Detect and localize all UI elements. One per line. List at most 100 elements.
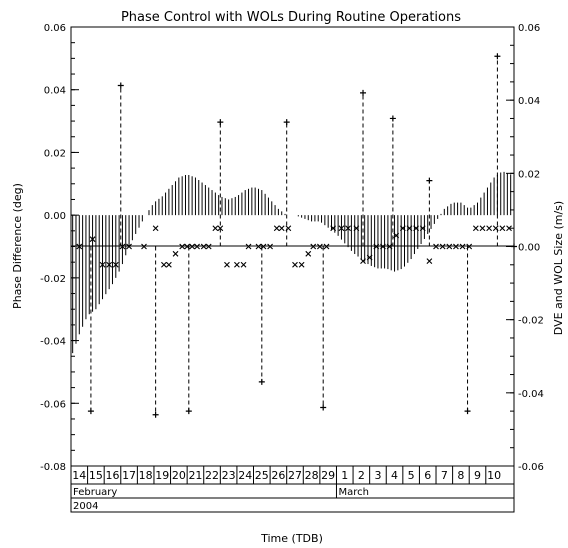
y-tick-label-left: 0.04 [44, 86, 66, 97]
dve-point [166, 261, 172, 268]
day-label: 10 [487, 469, 501, 482]
x-axis-label: Time (TDB) [260, 532, 323, 545]
dve-point [152, 225, 159, 232]
wol-point [389, 115, 396, 122]
dve-point [426, 258, 433, 265]
y-ticks-right: 0.06 0.04 0.02 0.00 -0.02 -0.04 -0.06 [506, 23, 544, 473]
dve-point [106, 261, 113, 268]
dve-point [89, 236, 96, 243]
y-tick-label-right: 0.02 [518, 169, 540, 180]
time-axis: 14 15 16 17 18 19 20 21 22 23 24 25 26 27 28 29 1 2 3 4 5 6 7 8… [70, 465, 515, 513]
year-label: 2004 [73, 501, 98, 512]
dve-point [224, 261, 230, 268]
wol-point [494, 53, 501, 60]
y-tick-label-right: 0.04 [518, 96, 540, 107]
day-label: 3 [374, 469, 381, 482]
month-row [70, 483, 515, 499]
dve-point [212, 225, 219, 232]
dve-point [406, 225, 413, 232]
dve-point [353, 225, 360, 232]
wol-point [87, 408, 94, 415]
wol-point [283, 119, 290, 126]
dve-point [112, 261, 119, 268]
wol-point [320, 404, 327, 411]
dve-point [330, 225, 337, 232]
wol-dashed-lines [90, 56, 498, 415]
y-tick-label-right: 0.06 [518, 23, 540, 34]
day-label: 18 [139, 469, 153, 482]
day-label: 16 [105, 469, 119, 482]
month-cells: February March [73, 484, 369, 498]
dve-point [292, 261, 298, 268]
day-label: 20 [172, 469, 186, 482]
dve-point [393, 232, 400, 239]
month-label: March [338, 487, 368, 498]
day-label: 22 [205, 469, 219, 482]
dve-point [479, 225, 486, 232]
wol-point [360, 89, 367, 96]
day-label: 2 [358, 469, 365, 482]
dve-point [360, 258, 366, 265]
day-label: 19 [155, 469, 169, 482]
day-label: 15 [89, 469, 103, 482]
wol-point [217, 119, 224, 126]
y-tick-label-left: -0.08 [40, 462, 66, 473]
day-label: 9 [474, 469, 481, 482]
day-cells: 14 15 16 17 18 19 20 21 22 23 24 25 26 27 28 29 1 2 3 4 5 6 7 8… [72, 466, 501, 484]
dve-point [338, 225, 345, 232]
dve-point [472, 225, 479, 232]
day-label: 29 [321, 469, 335, 482]
day-label: 28 [305, 469, 319, 482]
dve-point [366, 254, 373, 261]
dve-point [234, 261, 240, 268]
day-label: 7 [441, 469, 448, 482]
dve-point [161, 261, 167, 268]
y-tick-label-right: -0.04 [518, 389, 544, 400]
dve-point [285, 225, 292, 232]
y-tick-label-left: -0.06 [40, 399, 66, 410]
y-tick-label-right: 0.00 [518, 243, 540, 254]
y-tick-label-left: -0.02 [40, 274, 66, 285]
day-label: 14 [72, 469, 86, 482]
y-tick-label-left: -0.04 [40, 337, 66, 348]
dve-point [486, 225, 493, 232]
month-label: February [73, 487, 117, 498]
wol-point [258, 378, 265, 385]
y-ticks-left: 0.06 0.04 0.02 0.00 -0.02 -0.04 -0.06 -0.08 [40, 23, 79, 473]
day-label: 8 [457, 469, 464, 482]
y-tick-label-left: 0.06 [44, 23, 66, 34]
day-label: 25 [255, 469, 269, 482]
wol-point [185, 408, 192, 415]
dve-point [273, 225, 280, 232]
day-label: 4 [391, 469, 398, 482]
wol-point [426, 177, 433, 184]
dve-point [278, 225, 285, 232]
dve-point [345, 225, 351, 232]
dve-point [492, 225, 499, 232]
phase-difference-bars [72, 171, 512, 354]
dve-point [399, 225, 406, 232]
dve-point [499, 225, 506, 232]
chart-title: Phase Control with WOLs During Routine O… [121, 10, 461, 25]
dve-point [419, 225, 426, 232]
day-label: 21 [188, 469, 202, 482]
day-label: 5 [408, 469, 415, 482]
y-axis-label-right: DVE and WOL Size (m/s) [552, 201, 565, 335]
day-label: 23 [222, 469, 236, 482]
y-axis-label-left: Phase Difference (deg) [11, 183, 24, 309]
day-label: 6 [424, 469, 431, 482]
day-label: 1 [341, 469, 348, 482]
dve-point [240, 261, 247, 268]
dve-point [413, 225, 419, 232]
dve-point [305, 250, 312, 257]
wol-point [152, 411, 159, 418]
year-row [70, 497, 515, 513]
dve-point [172, 250, 179, 257]
y-tick-label-right: -0.02 [518, 316, 544, 327]
dve-point [99, 261, 106, 268]
dve-point [298, 261, 305, 268]
wol-markers [87, 53, 517, 418]
wol-point [464, 408, 471, 415]
day-label: 17 [122, 469, 136, 482]
